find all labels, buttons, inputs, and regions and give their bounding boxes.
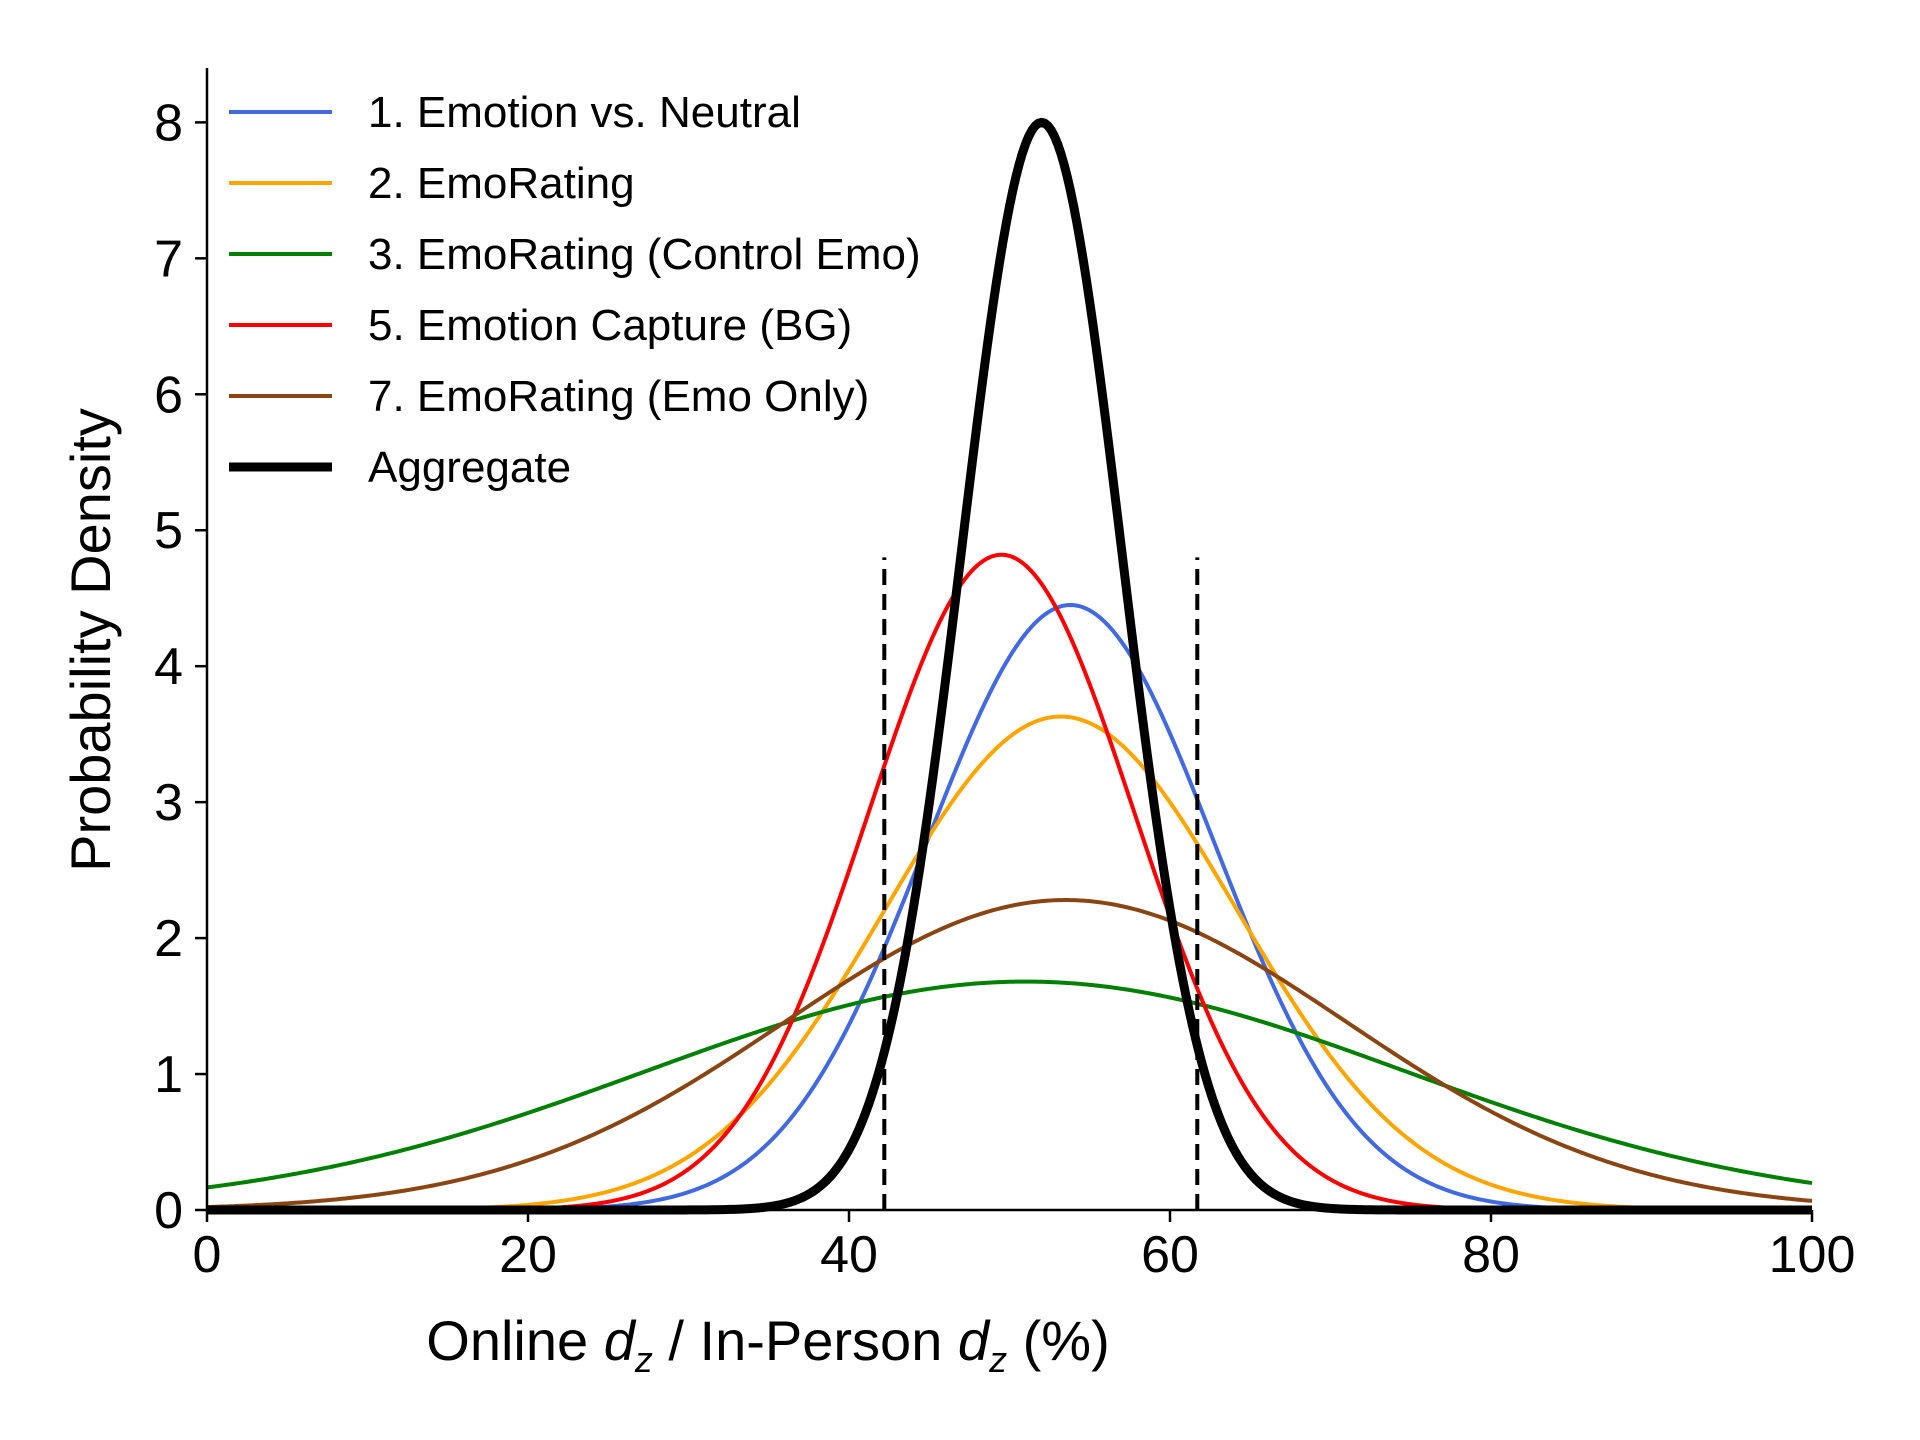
legend-label-6: Aggregate (368, 443, 571, 492)
y-tick-label: 8 (154, 94, 183, 152)
y-tick-label: 7 (154, 230, 183, 288)
legend-label-3: 3. EmoRating (Control Emo) (368, 230, 921, 279)
y-tick-label: 1 (154, 1046, 183, 1104)
legend-label-4: 5. Emotion Capture (BG) (368, 301, 852, 350)
x-ticks: 0 20 40 60 80 100 (193, 1210, 1856, 1284)
y-ticks: 0 1 2 3 4 5 6 7 8 (154, 94, 207, 1240)
x-tick-label: 20 (499, 1226, 557, 1284)
series-line-4 (207, 552, 1812, 1212)
y-tick-label: 5 (154, 502, 183, 560)
y-tick-label: 2 (154, 910, 183, 968)
legend: 1. Emotion vs. Neutral 2. EmoRating 3. Emo… (229, 88, 921, 492)
series-line-3 (206, 979, 1813, 1190)
plot-area (205, 117, 1814, 1215)
y-tick-label: 0 (154, 1182, 183, 1240)
series-line-5 (206, 898, 1813, 1210)
series-line-6 (205, 117, 1814, 1215)
legend-label-5: 7. EmoRating (Emo Only) (368, 372, 869, 421)
y-tick-label: 3 (154, 774, 183, 832)
x-tick-label: 60 (1141, 1226, 1199, 1284)
legend-label-1: 1. Emotion vs. Neutral (368, 88, 801, 137)
y-tick-label: 6 (154, 366, 183, 424)
x-tick-label: 80 (1462, 1226, 1520, 1284)
x-tick-label: 40 (820, 1226, 878, 1284)
x-tick-label: 0 (193, 1226, 222, 1284)
y-axis-title: Probability Density (59, 408, 122, 872)
x-tick-label: 100 (1769, 1226, 1856, 1284)
x-axis-title: Online dz / In-Person dz (%) (426, 1309, 1109, 1380)
legend-label-2: 2. EmoRating (368, 159, 635, 208)
y-tick-label: 4 (154, 638, 183, 696)
